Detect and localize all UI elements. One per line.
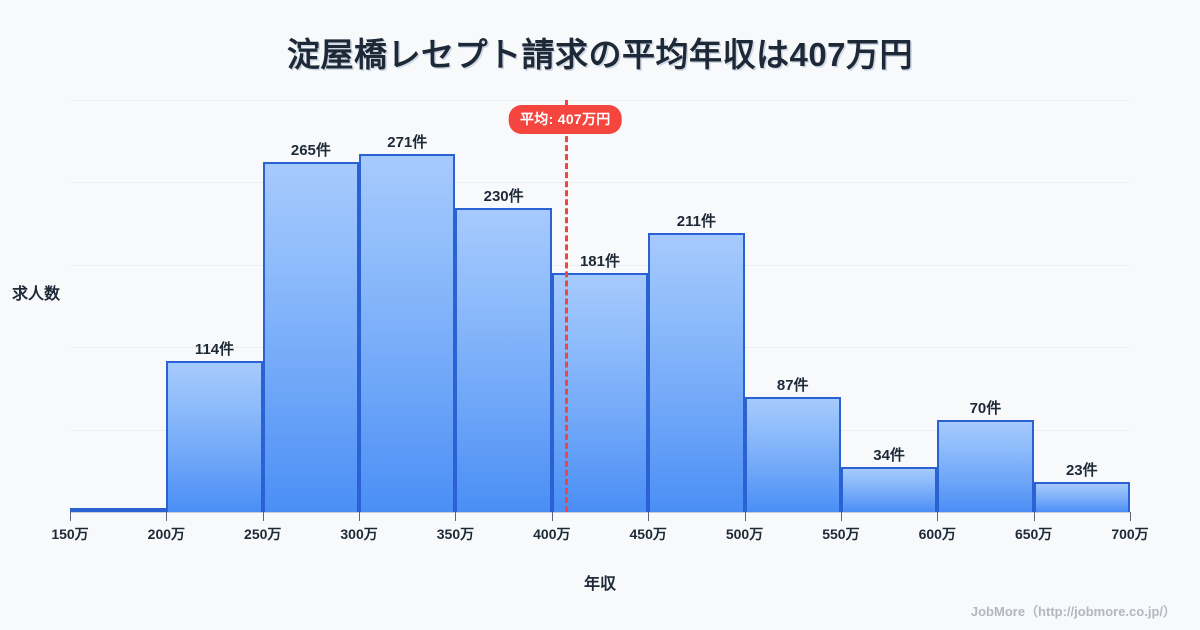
bar[interactable]: 211件 [648,213,745,512]
x-axis-tick-label: 200万 [147,526,186,542]
gridline [70,181,1130,183]
x-axis-tick-mark [455,512,457,521]
bar-value-label: 87件 [776,377,809,395]
x-axis-tick-label: 150万 [51,526,89,542]
bar-value-label: 271件 [387,134,428,152]
bar[interactable]: 114件 [166,341,263,512]
x-axis-tick-mark [262,512,264,521]
bar-value-label: 230件 [483,188,524,206]
bar[interactable]: 230件 [455,188,552,512]
bar[interactable]: 265件 [262,142,360,512]
x-axis-tick-label: 550万 [822,526,860,542]
x-axis-tick-label: 350万 [436,526,475,542]
x-axis-tick-mark [359,512,361,521]
x-axis-tick-mark [937,512,939,521]
page-title: 淀屋橋レセプト請求の平均年収は407万円 [286,36,914,73]
bar-value-label: 211件 [676,213,716,231]
x-axis-tick-label: 300万 [340,526,378,542]
x-axis-tick-mark [744,512,746,521]
bar-value-label: 114件 [194,341,235,359]
gridline [70,100,1130,101]
x-axis-tick-mark [1033,512,1035,521]
mean-line [565,100,569,512]
x-axis-tick-mark [1130,512,1131,521]
bar[interactable] [70,508,167,512]
x-axis-tick-label: 650万 [1014,526,1053,542]
x-axis-tick-label: 250万 [244,526,282,542]
bar[interactable]: 87件 [744,377,841,512]
x-axis-tick-mark [648,512,650,521]
y-axis-label: 求人数 [12,286,61,303]
x-axis-tick-mark [840,512,842,521]
x-axis-tick-mark [551,512,553,521]
x-axis-tick-label: 700万 [1111,526,1149,542]
x-axis-tick-label: 400万 [533,526,571,542]
x-axis-tick-mark [70,512,71,521]
bar[interactable]: 70件 [937,400,1034,512]
bar[interactable]: 34件 [840,447,938,512]
bar[interactable]: 23件 [1033,462,1130,512]
footer-credit: JobMore（http://jobmore.co.jp/） [970,604,1176,619]
plot-area: 114件 265件 271件 230件 181件 211件 87件 34件 70件 23件 [70,100,1130,512]
x-axis-tick-label: 600万 [918,526,956,542]
gridline [70,265,1130,267]
x-axis-tick-label: 500万 [725,526,764,542]
bar[interactable]: 271件 [359,134,456,512]
bar-value-label: 265件 [290,142,331,160]
x-axis-tick-mark [166,512,168,521]
bar-value-label: 23件 [1065,461,1098,479]
x-axis-tick-label: 450万 [629,526,667,542]
bar-value-label: 70件 [969,399,1002,417]
x-axis-label: 年収 [583,576,616,593]
bar-value-label: 181件 [579,253,620,270]
x-axis-baseline [70,512,1130,513]
bar-value-label: 34件 [873,447,905,465]
mean-badge: 平均: 407万円 [508,105,622,134]
